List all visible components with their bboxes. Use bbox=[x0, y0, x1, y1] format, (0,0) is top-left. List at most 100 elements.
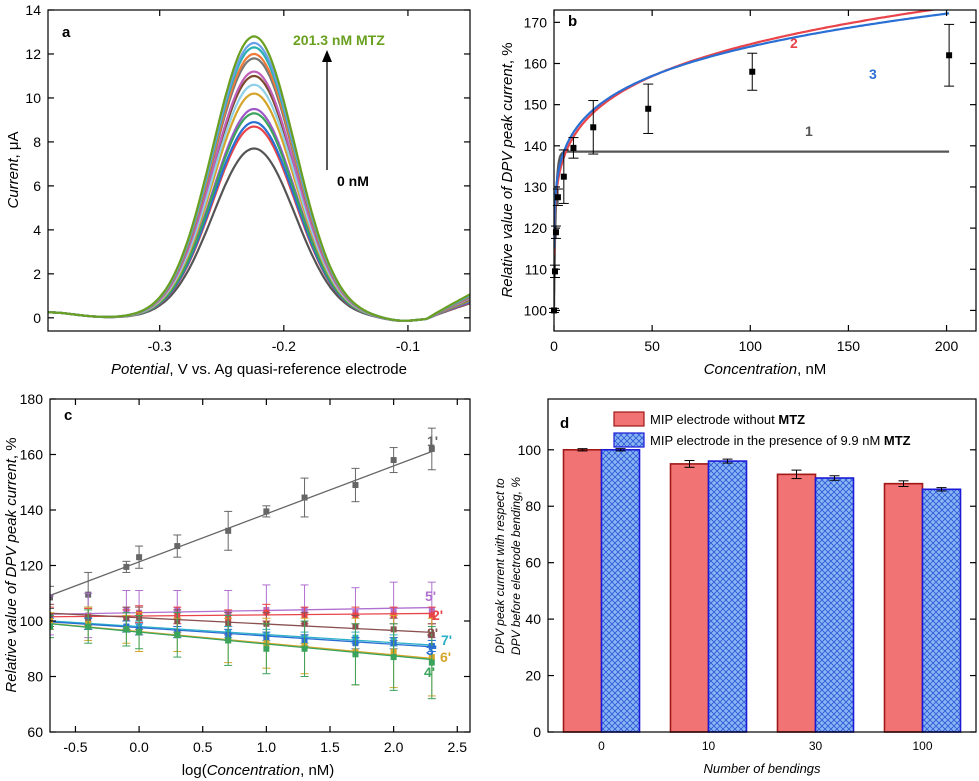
bar bbox=[883, 482, 924, 733]
fit-line bbox=[50, 450, 433, 597]
y-tick-label: 150 bbox=[524, 97, 548, 113]
dpv-curve bbox=[48, 46, 470, 322]
dpv-curve bbox=[48, 121, 470, 322]
data-point bbox=[428, 659, 435, 666]
x-tick-label: 0 bbox=[598, 739, 605, 753]
data-point bbox=[263, 508, 270, 515]
panel-d-y-ticks: 0 20 40 60 80 100 bbox=[518, 442, 976, 740]
x-tick-label: 200 bbox=[935, 338, 959, 354]
y-tick-label: 4 bbox=[33, 222, 41, 238]
panel-d-legend: MIP electrode without MTZ MIP electrode … bbox=[613, 411, 911, 448]
series-label-1p: 1' bbox=[427, 433, 438, 449]
x-tick-label: 0 bbox=[550, 338, 558, 354]
series-label-5p: 5' bbox=[425, 588, 436, 604]
series-label-2p: 2' bbox=[432, 607, 443, 623]
x-tick-label: 100 bbox=[739, 338, 763, 354]
series-label-4p: 4' bbox=[424, 664, 435, 680]
panel-b-points bbox=[549, 23, 955, 314]
fit-line bbox=[50, 620, 432, 646]
bar bbox=[600, 448, 641, 733]
panel-d-y-axis-label-line2: DPV before electrode bending, % bbox=[509, 477, 523, 655]
y-tick-label: 80 bbox=[27, 669, 43, 685]
y-tick-label: 160 bbox=[524, 56, 548, 72]
panel-a-annotation-bottom: 0 nM bbox=[337, 173, 369, 189]
dpv-curve bbox=[48, 125, 470, 322]
x-tick-label: 1.0 bbox=[257, 739, 277, 755]
fit-line bbox=[50, 621, 432, 648]
x-tick-label: 30 bbox=[809, 739, 823, 753]
panel-c-frame bbox=[49, 398, 471, 733]
dpv-curve bbox=[48, 35, 470, 322]
panel-a-x-ticks: -0.3 -0.2 -0.1 bbox=[148, 10, 420, 354]
x-tick-label: -0.2 bbox=[272, 338, 296, 354]
y-tick-label: 60 bbox=[27, 724, 43, 740]
y-tick-label: 0 bbox=[533, 724, 541, 740]
x-tick-label: 10 bbox=[702, 739, 716, 753]
series-label-3p: 3' bbox=[426, 642, 437, 658]
bar bbox=[562, 448, 603, 733]
data-point bbox=[390, 457, 397, 464]
panel-b-frame bbox=[553, 9, 977, 332]
y-tick-label: 2 bbox=[33, 266, 41, 282]
y-tick-label: 170 bbox=[524, 14, 548, 30]
data-point bbox=[645, 105, 652, 112]
x-tick-label: -0.3 bbox=[148, 338, 172, 354]
y-tick-label: 60 bbox=[525, 555, 541, 571]
data-point bbox=[225, 527, 232, 534]
panel-a-curves bbox=[48, 35, 470, 322]
panel-b-y-ticks: 100 110 120 130 140 150 160 170 bbox=[524, 14, 976, 318]
x-tick-label: 0.5 bbox=[193, 739, 213, 755]
panel-b-fits bbox=[554, 10, 950, 307]
panel-a-y-ticks: 0 2 4 6 8 10 12 14 bbox=[25, 2, 470, 326]
dpv-curve bbox=[48, 57, 470, 322]
y-tick-label: 120 bbox=[524, 220, 548, 236]
data-point bbox=[946, 52, 953, 59]
panel-d-y-axis-label-line1: DPV peak current with respect to bbox=[493, 478, 507, 654]
series-label-6p: 6' bbox=[440, 649, 451, 665]
data-point bbox=[301, 645, 308, 652]
series-label-3: 3 bbox=[869, 66, 877, 82]
data-point bbox=[552, 229, 559, 236]
data-point bbox=[560, 173, 567, 180]
fit-line bbox=[50, 623, 432, 661]
legend-label-with-mtz: MIP electrode in the presence of 9.9 nM … bbox=[650, 433, 911, 448]
y-tick-label: 100 bbox=[20, 613, 44, 629]
panel-d: 0 10 30 100 0 20 40 60 80 100 d MIP electrode wi… bbox=[493, 398, 977, 776]
data-point bbox=[123, 626, 130, 633]
y-tick-label: 14 bbox=[25, 2, 41, 18]
bar bbox=[669, 463, 710, 733]
panel-b-y-axis-label: Relative value of DPV peak current, % bbox=[499, 42, 516, 297]
y-tick-label: 8 bbox=[33, 134, 41, 150]
data-point bbox=[174, 543, 181, 550]
y-tick-label: 160 bbox=[20, 447, 44, 463]
bar bbox=[921, 488, 962, 733]
y-tick-label: 180 bbox=[20, 391, 44, 407]
data-point bbox=[428, 445, 435, 452]
data-point bbox=[136, 554, 143, 561]
dpv-curve bbox=[48, 112, 470, 322]
panel-d-frame bbox=[547, 398, 977, 733]
panel-c: -0.5 0.0 0.5 1.0 1.5 2.0 2.5 60 80 100 120 140 160 1… bbox=[3, 391, 471, 779]
x-tick-label: -0.1 bbox=[396, 338, 420, 354]
data-point bbox=[50, 594, 53, 601]
y-tick-label: 120 bbox=[20, 558, 44, 574]
x-tick-label: -0.5 bbox=[63, 739, 87, 755]
panel-b-letter: b bbox=[568, 13, 577, 30]
data-point bbox=[174, 631, 181, 638]
fit-line bbox=[50, 612, 432, 633]
panel-c-letter: c bbox=[64, 407, 72, 424]
series-label-8p: 8' bbox=[427, 625, 438, 641]
dpv-curve bbox=[48, 107, 470, 322]
panel-a-arrow bbox=[322, 50, 332, 170]
y-tick-label: 10 bbox=[25, 90, 41, 106]
x-tick-label: 2.0 bbox=[384, 739, 404, 755]
series-label-1: 1 bbox=[805, 123, 813, 139]
legend-label-without-mtz: MIP electrode without MTZ bbox=[650, 412, 805, 427]
y-tick-label: 6 bbox=[33, 178, 41, 194]
panel-d-bars bbox=[562, 448, 962, 733]
panel-b-series-labels: 1 2 3 bbox=[790, 35, 877, 139]
panel-c-y-ticks: 60 80 100 120 140 160 180 bbox=[20, 391, 470, 740]
panel-d-x-ticks: 0 10 30 100 bbox=[598, 739, 933, 753]
